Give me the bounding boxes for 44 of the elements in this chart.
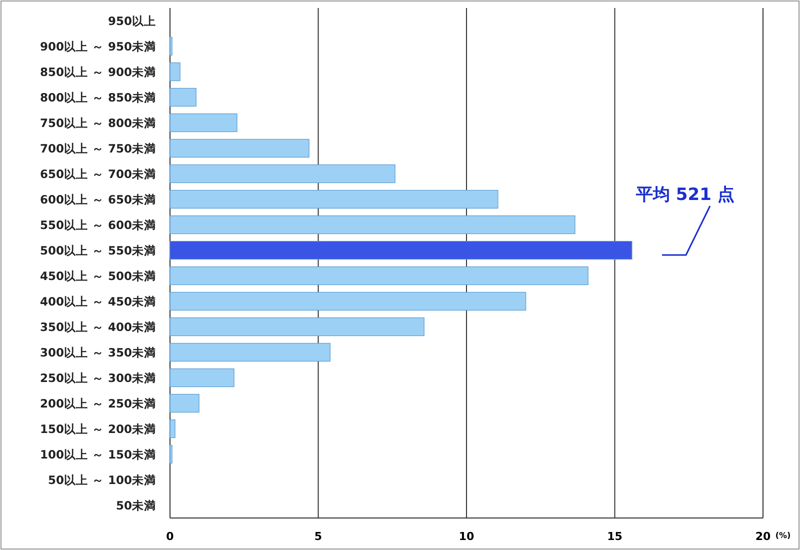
bar [170,36,172,56]
bar [170,190,498,209]
bar [170,62,180,82]
x-tick-label: 10 [458,530,474,543]
y-tick-label: 50未満 [116,498,156,512]
y-tick-label: 600以上 ～ 650未満 [40,192,156,206]
bar [170,88,196,107]
bar [170,240,632,260]
y-tick-label: 800以上 ～ 850未満 [40,90,156,104]
bar [170,164,396,184]
x-tick-label: 5 [314,530,322,543]
x-tick-label: 20 [755,530,771,543]
y-tick-label: 700以上 ～ 750未満 [40,141,156,156]
y-tick-label: 650以上 ～ 700未満 [40,166,156,181]
y-tick-label: 150以上 ～ 200未満 [40,422,156,436]
y-tick-label: 500以上 ～ 550未満 [40,243,156,258]
x-axis-title: (%) [775,531,791,540]
y-tick-label: 550以上 ～ 600未満 [40,218,156,232]
y-tick-label: 350以上 ～ 400未満 [40,320,156,334]
bar [170,138,310,158]
y-tick-label: 300以上 ～ 350未満 [40,345,156,360]
x-tick-label: 15 [607,530,622,543]
bar [170,342,330,362]
y-tick-label: 850以上 ～ 900未満 [40,64,156,79]
y-tick-label: 400以上 ～ 450未満 [40,294,156,308]
annotation: 平均 521 点 [635,185,734,205]
bar [170,317,424,336]
bar [170,444,172,464]
y-tick-label: 900以上 ～ 950未満 [40,39,156,54]
y-tick-label: 450以上 ～ 500未満 [40,268,156,283]
bar [170,266,588,286]
bar [170,394,200,413]
bar [170,215,576,234]
y-tick-label: 100以上 ～ 150未満 [40,447,156,462]
y-tick-label: 250以上 ～ 300未満 [40,370,156,385]
bar [170,113,238,132]
x-tick-label: 0 [166,530,174,543]
y-tick-label: 750以上 ～ 800未満 [40,116,156,130]
y-tick-label: 200以上 ～ 250未満 [40,396,156,410]
y-tick-label: 950以上 [108,14,156,28]
bar [170,419,176,438]
bar [170,292,526,311]
bar [170,368,234,388]
y-tick-label: 50以上 ～ 100未満 [48,472,156,487]
